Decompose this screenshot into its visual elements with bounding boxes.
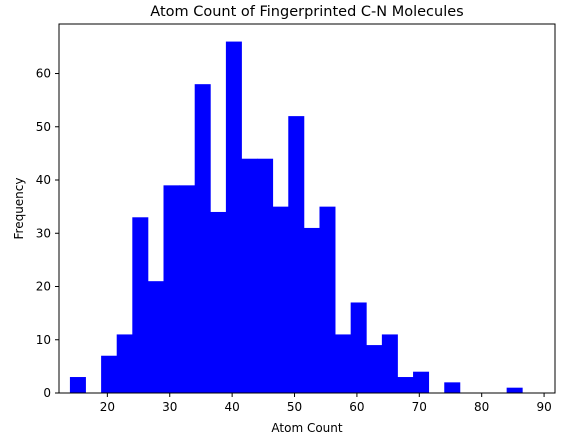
histogram-bar — [319, 206, 336, 393]
histogram-bar — [163, 185, 180, 393]
histogram-bar — [303, 227, 320, 393]
x-tick-label: 70 — [412, 400, 427, 414]
histogram-bar — [179, 185, 196, 393]
histogram-bar — [194, 84, 211, 394]
histogram-bar — [272, 206, 289, 393]
histogram-bar — [350, 302, 367, 393]
histogram-bar — [147, 281, 164, 393]
y-axis-ticks: 0 10 20 30 40 50 60 — [36, 67, 59, 400]
histogram-bar — [210, 211, 227, 393]
y-tick-label: 60 — [36, 67, 51, 81]
plot-frame — [58, 23, 556, 394]
histogram-bar — [366, 345, 383, 393]
histogram-bar — [101, 355, 118, 393]
x-tick-label: 50 — [287, 400, 302, 414]
histogram-bar — [288, 116, 305, 394]
x-axis-label: Atom Count — [271, 421, 342, 435]
histogram-bar — [69, 377, 86, 393]
histogram-bar — [444, 382, 461, 393]
x-tick-label: 90 — [536, 400, 551, 414]
y-axis-label: Frequency — [12, 178, 26, 240]
x-tick-label: 60 — [349, 400, 364, 414]
histogram-bars — [69, 41, 523, 394]
histogram-bar — [506, 387, 523, 393]
histogram-bar — [225, 41, 242, 393]
histogram-bar — [397, 377, 414, 393]
x-axis-ticks: 20 30 40 50 60 70 80 90 — [100, 393, 552, 414]
histogram-bar — [116, 334, 133, 393]
chart-title: Atom Count of Fingerprinted C-N Molecule… — [150, 4, 463, 20]
x-tick-label: 40 — [224, 400, 239, 414]
x-tick-label: 20 — [100, 400, 115, 414]
histogram-bar — [413, 371, 430, 393]
y-tick-label: 40 — [36, 173, 51, 187]
y-tick-label: 10 — [36, 333, 51, 347]
histogram-bar — [241, 158, 258, 393]
y-tick-label: 0 — [43, 386, 51, 400]
y-tick-label: 30 — [36, 226, 51, 240]
y-tick-label: 50 — [36, 120, 51, 134]
histogram-bar — [257, 158, 274, 393]
histogram-bar — [381, 334, 398, 393]
histogram-bar — [132, 217, 149, 393]
x-tick-label: 80 — [474, 400, 489, 414]
histogram-bar — [335, 334, 352, 393]
y-tick-label: 20 — [36, 280, 51, 294]
x-tick-label: 30 — [162, 400, 177, 414]
